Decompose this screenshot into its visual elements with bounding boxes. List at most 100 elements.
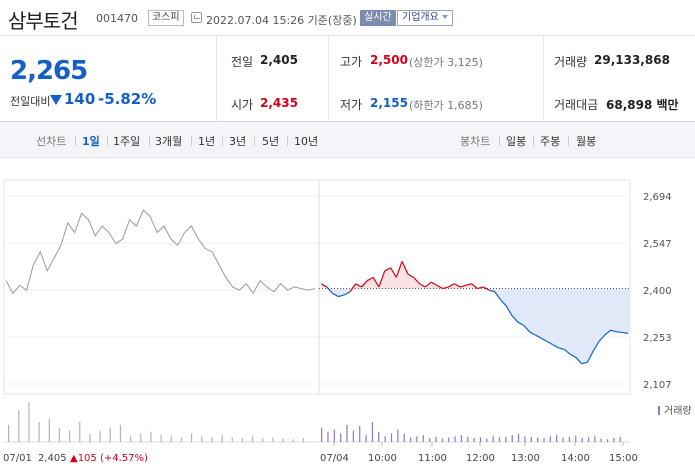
company-info-button[interactable]: 기업개요 — [397, 10, 453, 26]
divider — [543, 36, 544, 122]
today-line-segment — [552, 344, 559, 349]
volume-bar — [150, 431, 152, 442]
stock-name: 삼부토건 — [8, 9, 79, 33]
prev-day-date: 07/01 — [3, 453, 32, 464]
divider — [149, 136, 150, 146]
realtime-badge[interactable]: 실시간 — [360, 10, 396, 26]
volume-bar — [397, 429, 399, 442]
volume-bar — [211, 436, 213, 442]
volume-bar — [568, 436, 571, 442]
today-line-segment — [448, 283, 455, 288]
tab-1week[interactable]: 1주일 — [113, 135, 141, 148]
today-line-segment — [540, 337, 548, 342]
today-line-segment — [401, 261, 409, 275]
divider — [222, 136, 223, 146]
x-tick-label: 07/04 — [320, 453, 349, 464]
tab-5year[interactable]: 5년 — [262, 135, 280, 148]
today-line-segment — [436, 284, 443, 290]
divider — [107, 136, 108, 146]
above-fill — [321, 261, 628, 289]
current-price: 2,265 — [10, 56, 88, 86]
line-chart-label: 선차트 — [36, 135, 67, 148]
volume-bar — [69, 430, 71, 442]
volume-bar — [119, 424, 122, 442]
volume-bar — [594, 436, 596, 442]
volume-bar — [89, 433, 91, 442]
tab-weekly[interactable]: 주봉 — [540, 135, 561, 148]
today-line-segment — [610, 329, 617, 333]
today-line-segment — [569, 353, 577, 358]
tab-monthly[interactable]: 월봉 — [576, 135, 597, 148]
market-badge: 코스피 — [148, 10, 184, 26]
volume-bar — [58, 427, 61, 442]
volume-bar — [441, 438, 443, 442]
volume-bar — [619, 436, 621, 442]
high-label: 고가 — [340, 55, 363, 69]
volume-bar — [390, 433, 393, 442]
candle-chart-label: 봉차트 — [460, 135, 491, 148]
volume-bars — [4, 402, 630, 443]
today-line-segment — [563, 348, 571, 355]
volume-bar — [221, 435, 223, 442]
volume-bar — [460, 435, 462, 442]
tab-1year[interactable]: 1년 — [198, 135, 216, 148]
y-axis: 2,694 2,547 2,400 2,253 2,107 — [643, 192, 672, 391]
volume-bar — [606, 439, 609, 442]
today-line-segment — [535, 334, 542, 339]
volume-bar — [302, 438, 305, 442]
open-label: 시가 — [231, 98, 254, 112]
volume-bar — [262, 438, 264, 442]
today-line-segment — [413, 276, 420, 285]
volume-bar — [130, 436, 132, 442]
tab-daily[interactable]: 일봉 — [506, 135, 527, 148]
divider — [191, 136, 192, 146]
volume-bar — [581, 438, 583, 442]
volume-bar — [99, 430, 101, 442]
today-line-segment — [523, 324, 530, 333]
divider — [254, 136, 255, 146]
volume-bar — [505, 436, 507, 442]
intraday-price-chart: 2,694 2,547 2,400 2,253 2,107 07/04 10:00 11:0… — [3, 179, 692, 464]
high-value: 2,500 — [370, 53, 408, 67]
volume-bar — [524, 436, 526, 442]
volume-bar — [575, 435, 577, 442]
volume-bar — [241, 438, 244, 442]
volume-bar — [38, 422, 40, 442]
volume-bar — [79, 422, 81, 442]
trade-amount-label: 거래대금 — [554, 98, 599, 112]
volume-bar — [160, 435, 162, 442]
today-line-segment — [598, 334, 606, 342]
today-line-segment — [372, 277, 380, 288]
tab-10year[interactable]: 10년 — [294, 135, 319, 148]
prev-day-line — [5, 209, 316, 295]
today-line-segment — [407, 273, 414, 278]
tab-3year[interactable]: 3년 — [229, 135, 247, 148]
volume-bar — [371, 422, 374, 442]
volume-bar — [486, 438, 488, 442]
today-line-segment — [442, 286, 449, 290]
today-line-segment — [511, 315, 519, 323]
volume-bar — [498, 437, 501, 442]
volume-bar — [600, 438, 602, 442]
volume-bar — [613, 438, 615, 442]
today-line-segment — [332, 292, 339, 298]
volume-bar — [321, 427, 323, 442]
today-line-segment — [419, 283, 426, 288]
x-tick-label: 12:00 — [466, 453, 495, 464]
volume-bar — [292, 439, 294, 442]
divider — [568, 136, 569, 146]
tab-1day[interactable]: 1일 — [82, 135, 100, 148]
chart-lines — [5, 209, 630, 365]
calendar-icon — [191, 12, 202, 23]
y-tick-label: 2,107 — [643, 380, 672, 391]
x-tick-label: 13:00 — [511, 453, 540, 464]
tab-3month[interactable]: 3개월 — [155, 135, 183, 148]
y-tick-label: 2,400 — [643, 286, 672, 297]
today-line-segment — [349, 283, 357, 293]
low-value: 2,155 — [370, 96, 408, 110]
open-value: 2,435 — [260, 96, 298, 110]
y-tick-label: 2,547 — [643, 239, 672, 250]
volume-bar — [587, 437, 590, 442]
volume-bar — [28, 402, 30, 442]
volume-bar — [346, 424, 348, 442]
